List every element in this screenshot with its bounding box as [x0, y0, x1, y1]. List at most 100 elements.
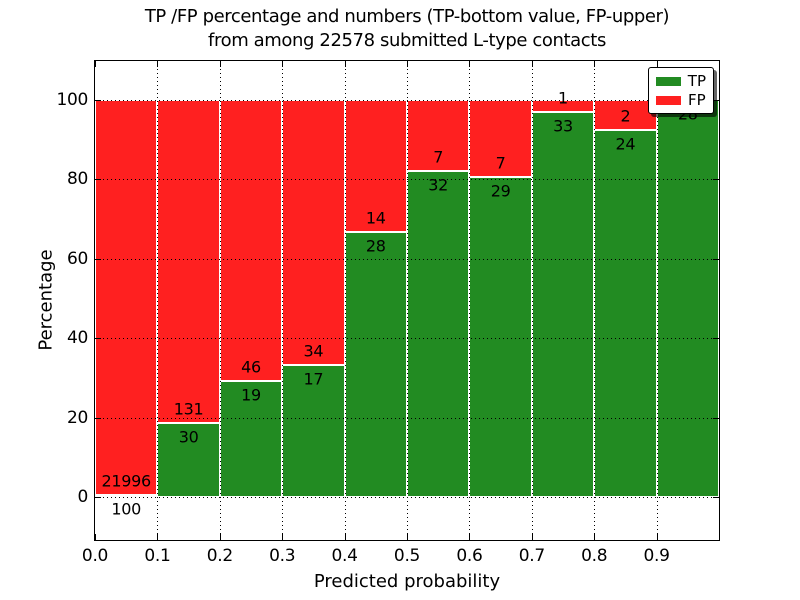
x-tick-label: 0.5 — [393, 546, 421, 566]
bar-segment-tp — [157, 423, 220, 498]
vertical-gridline — [219, 61, 221, 540]
fp-legend-label: FP — [688, 91, 706, 109]
tp-count-label: 17 — [303, 369, 324, 389]
x-tick-mark-top — [531, 61, 533, 67]
bar-segment-tp — [407, 171, 470, 498]
x-tick-mark — [282, 534, 284, 540]
y-tick-mark-right — [713, 179, 719, 181]
tp-count-label: 32 — [428, 175, 449, 195]
tp-legend-swatch — [656, 76, 681, 86]
x-tick-label: 0.6 — [456, 546, 483, 566]
fp-count-label: 34 — [303, 341, 324, 361]
bar-segment-fp — [95, 99, 158, 496]
x-tick-label: 0.2 — [206, 546, 233, 566]
fp-count-label: 7 — [433, 147, 444, 167]
x-tick-label: 0.3 — [269, 546, 296, 566]
x-tick-mark-top — [344, 61, 346, 67]
x-tick-label: 0.1 — [144, 546, 171, 566]
vertical-gridline — [656, 61, 658, 540]
tp-count-label: 30 — [178, 427, 199, 447]
vertical-gridline — [282, 61, 284, 540]
x-tick-label: 0.0 — [81, 546, 109, 566]
fp-count-label: 1 — [558, 88, 568, 108]
x-tick-label: 0.9 — [643, 546, 670, 566]
fp-count-label: 46 — [241, 357, 261, 377]
x-tick-label: 0.7 — [518, 546, 545, 566]
x-tick-mark-top — [157, 61, 159, 67]
vertical-gridline — [344, 61, 346, 540]
fp-count-label: 7 — [495, 153, 506, 173]
chart-title-line1: TP /FP percentage and numbers (TP-bottom… — [144, 6, 670, 27]
bar-segment-tp — [656, 99, 719, 498]
x-tick-mark — [469, 534, 471, 540]
bar-segment-tp — [282, 364, 345, 498]
bar-segment-tp — [344, 232, 407, 498]
x-tick-mark — [344, 534, 346, 540]
bar-segment-tp — [95, 495, 158, 498]
bar-segment-tp — [594, 130, 657, 498]
y-tick-mark-right — [713, 338, 719, 340]
fp-legend-swatch — [656, 95, 681, 105]
x-tick-mark — [157, 534, 159, 540]
x-tick-mark — [531, 534, 533, 540]
x-axis-label: Predicted probability — [313, 571, 501, 592]
tp-legend-label: TP — [687, 72, 706, 90]
x-tick-mark — [219, 534, 221, 540]
bar-segment-fp — [469, 99, 532, 178]
y-tick-label: 20 — [66, 407, 88, 428]
x-tick-mark-top — [469, 61, 471, 67]
y-tick-mark-right — [713, 497, 719, 499]
vertical-gridline — [407, 61, 408, 540]
x-tick-mark-top — [656, 61, 658, 67]
chart-title-line2: from among 22578 submitted L-type contac… — [208, 30, 606, 51]
y-tick-mark — [95, 179, 101, 181]
bar-segment-tp — [219, 381, 283, 498]
x-tick-label: 0.4 — [331, 546, 358, 566]
x-tick-label: 0.8 — [581, 546, 608, 566]
bar-segment-fp — [157, 99, 220, 424]
x-tick-mark — [407, 534, 408, 540]
y-tick-label: 40 — [66, 328, 88, 349]
x-tick-mark — [656, 534, 658, 540]
x-tick-mark-top — [282, 61, 284, 67]
bar-segment-tp — [469, 177, 532, 498]
y-tick-label: 80 — [66, 169, 88, 190]
y-tick-label: 0 — [77, 487, 88, 508]
bar-segment-fp — [407, 99, 470, 172]
y-tick-mark-right — [713, 417, 719, 419]
x-tick-mark-top — [219, 61, 221, 67]
x-tick-mark — [95, 534, 96, 540]
x-tick-mark-top — [594, 61, 596, 67]
fp-count-label: 131 — [173, 399, 204, 419]
y-tick-mark — [95, 497, 101, 499]
bar-segment-fp — [282, 99, 345, 365]
y-tick-mark-right — [713, 258, 719, 260]
tp-count-label: 24 — [615, 134, 636, 154]
plot-area: TP FP 21996 100 131 30 46 19 34 17 14 28 7 32 7 29 1 33… — [94, 60, 720, 541]
y-tick-label: 100 — [56, 89, 88, 110]
vertical-gridline — [531, 61, 533, 540]
x-tick-mark-top — [95, 61, 96, 67]
y-tick-mark — [95, 258, 101, 260]
chart-title: TP /FP percentage and numbers (TP-bottom… — [95, 5, 719, 53]
legend-item-fp: FP — [656, 91, 706, 109]
fp-count-label: 14 — [365, 208, 386, 228]
y-tick-mark — [95, 338, 101, 340]
vertical-gridline — [157, 61, 159, 540]
y-tick-mark — [95, 99, 101, 101]
tp-count-label: 28 — [365, 236, 386, 256]
tp-count-label: 33 — [553, 116, 573, 136]
vertical-gridline — [594, 61, 596, 540]
x-tick-mark — [594, 534, 596, 540]
fp-count-label: 21996 — [101, 471, 151, 491]
y-tick-mark — [95, 417, 101, 419]
bar-segment-tp — [531, 111, 595, 498]
tp-count-label: 100 — [111, 499, 142, 519]
vertical-gridline — [469, 61, 471, 540]
y-tick-mark-right — [713, 99, 719, 101]
legend-item-tp: TP — [656, 72, 706, 90]
legend: TP FP — [648, 67, 714, 114]
tp-count-label: 29 — [490, 181, 511, 201]
y-tick-label: 60 — [66, 248, 88, 269]
